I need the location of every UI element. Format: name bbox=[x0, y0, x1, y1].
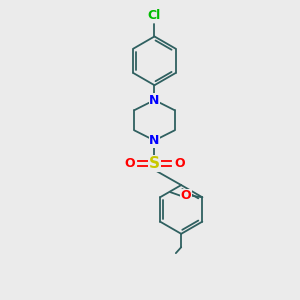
Text: N: N bbox=[149, 94, 160, 106]
Text: O: O bbox=[174, 157, 185, 170]
Text: O: O bbox=[181, 189, 191, 202]
Text: O: O bbox=[124, 157, 134, 170]
Text: N: N bbox=[149, 134, 160, 147]
Text: S: S bbox=[149, 156, 160, 171]
Text: Cl: Cl bbox=[148, 9, 161, 22]
